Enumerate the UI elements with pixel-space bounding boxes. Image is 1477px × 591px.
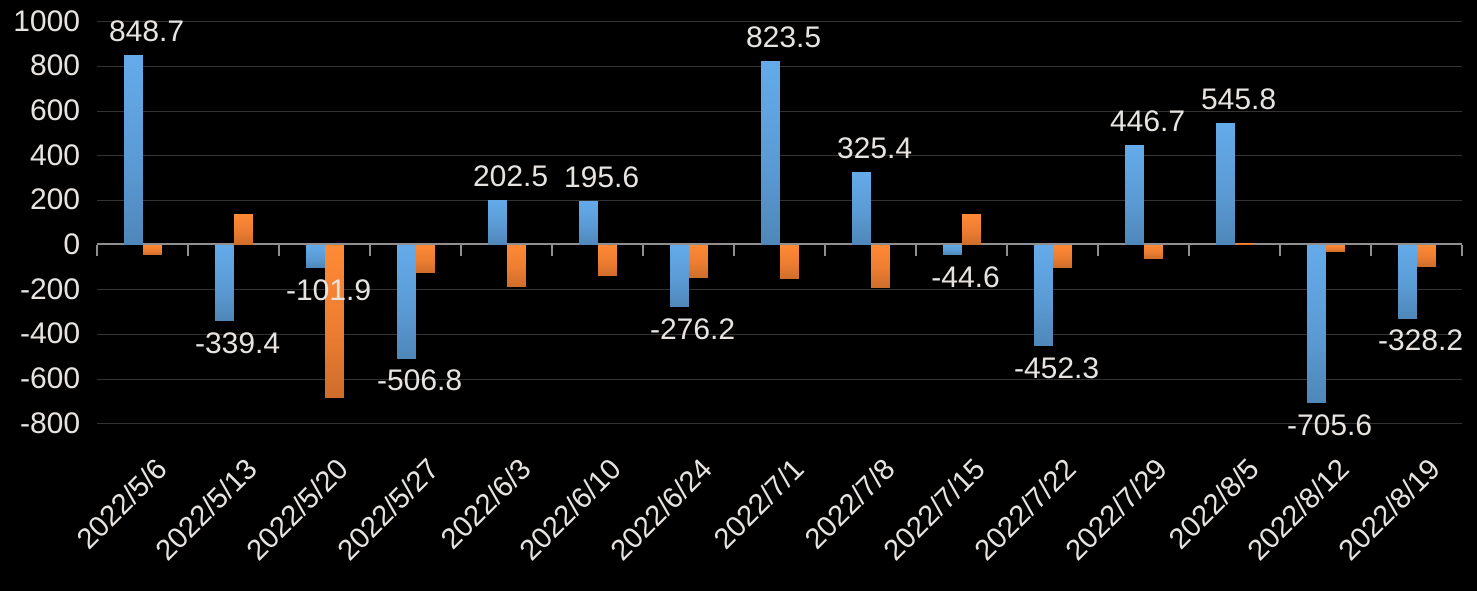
x-axis-tick xyxy=(733,245,735,256)
x-axis-tick xyxy=(1097,245,1099,256)
x-axis-tick xyxy=(551,245,553,256)
x-axis-tick xyxy=(1370,245,1372,256)
x-axis-tick xyxy=(1279,245,1281,256)
bar-series-orange-2022/7/8 xyxy=(870,245,890,288)
bar-series-blue-2022/5/13 xyxy=(214,245,234,322)
gridline xyxy=(97,423,1462,425)
bar-series-orange-2022/6/10 xyxy=(597,245,617,276)
x-axis-tick xyxy=(96,245,98,256)
x-axis-line xyxy=(97,242,1462,245)
data-label: 446.7 xyxy=(1109,105,1186,139)
data-label: 325.4 xyxy=(836,132,913,166)
gridline xyxy=(97,155,1462,157)
gridline xyxy=(97,65,1462,67)
data-label: -44.6 xyxy=(931,260,1000,294)
bar-series-orange-2022/8/5 xyxy=(1234,242,1254,245)
x-axis-tick xyxy=(369,245,371,256)
gridline xyxy=(97,378,1462,380)
y-axis-tick-label: 800 xyxy=(29,49,80,83)
bar-series-blue-2022/5/20 xyxy=(305,245,325,269)
bar-series-blue-2022/7/15 xyxy=(942,245,962,256)
bar-series-orange-2022/5/27 xyxy=(415,245,435,274)
y-axis-tick-label: -400 xyxy=(19,317,80,351)
bar-series-blue-2022/5/6 xyxy=(123,55,143,245)
bar-series-blue-2022/6/10 xyxy=(578,201,598,245)
x-axis-tick xyxy=(278,245,280,256)
bar-series-blue-2022/8/19 xyxy=(1397,245,1417,319)
x-axis-tick xyxy=(824,245,826,256)
gridline xyxy=(97,333,1462,335)
data-label: 202.5 xyxy=(472,159,549,193)
x-axis-tick xyxy=(1188,245,1190,256)
data-label: -101.9 xyxy=(285,273,372,307)
x-axis-category-label: 2022/7/1 xyxy=(707,453,811,556)
y-axis-tick-label: 0 xyxy=(63,228,80,261)
data-label: -339.4 xyxy=(194,326,281,360)
bar-series-orange-2022/8/12 xyxy=(1325,245,1345,253)
x-axis-tick xyxy=(1006,245,1008,256)
bar-series-blue-2022/8/5 xyxy=(1215,123,1235,245)
bar-series-orange-2022/6/24 xyxy=(688,245,708,278)
bar-series-orange-2022/6/3 xyxy=(506,245,526,287)
bar-series-blue-2022/6/24 xyxy=(669,245,689,308)
x-axis-tick xyxy=(1461,245,1463,256)
y-axis-tick-label: -800 xyxy=(19,406,80,440)
bar-series-blue-2022/7/1 xyxy=(760,61,780,245)
bar-series-orange-2022/5/20 xyxy=(324,245,344,399)
x-axis-tick xyxy=(460,245,462,256)
y-axis-tick-label: -600 xyxy=(19,362,80,395)
data-label: -705.6 xyxy=(1286,408,1373,442)
bar-series-orange-2022/7/29 xyxy=(1143,245,1163,259)
bar-series-orange-2022/7/15 xyxy=(961,213,981,245)
data-label: -276.2 xyxy=(649,312,736,346)
bar-series-blue-2022/7/8 xyxy=(851,172,871,245)
gridline xyxy=(97,110,1462,112)
bar-series-orange-2022/7/1 xyxy=(779,245,799,279)
bar-series-blue-2022/7/22 xyxy=(1033,245,1053,347)
data-label: -506.8 xyxy=(376,364,463,398)
y-axis-tick-label: 200 xyxy=(29,183,80,217)
bar-series-orange-2022/5/6 xyxy=(142,245,162,256)
x-axis-tick xyxy=(642,245,644,256)
bar-series-orange-2022/8/19 xyxy=(1416,245,1436,267)
data-label: 545.8 xyxy=(1200,83,1277,117)
data-label: -452.3 xyxy=(1013,352,1100,385)
gridline xyxy=(97,289,1462,291)
y-axis-tick-label: 1000 xyxy=(13,4,80,38)
bar-series-orange-2022/5/13 xyxy=(233,213,253,245)
data-label: 823.5 xyxy=(745,21,822,55)
data-label: 848.7 xyxy=(108,15,185,49)
bar-series-blue-2022/5/27 xyxy=(396,245,416,359)
x-axis-tick xyxy=(915,245,917,256)
data-label: -328.2 xyxy=(1377,324,1464,358)
x-axis-tick xyxy=(187,245,189,256)
data-label: 195.6 xyxy=(563,161,640,195)
y-axis-tick-label: 400 xyxy=(29,138,80,172)
gridline xyxy=(97,199,1462,201)
bar-series-blue-2022/8/12 xyxy=(1306,245,1326,403)
y-axis-tick-label: -200 xyxy=(19,272,80,306)
gridline xyxy=(97,21,1462,23)
bar-series-blue-2022/7/29 xyxy=(1124,145,1144,245)
y-axis-tick-label: 600 xyxy=(29,94,80,127)
bar-series-blue-2022/6/3 xyxy=(487,199,507,245)
bar-series-orange-2022/7/22 xyxy=(1052,245,1072,268)
